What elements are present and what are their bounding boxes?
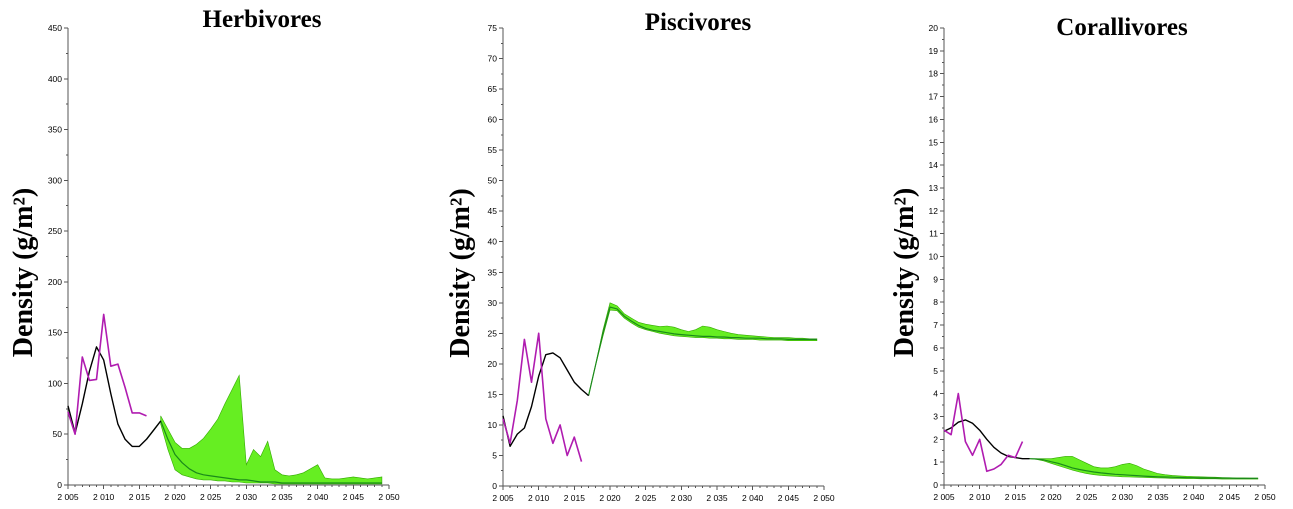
- y-tick-label: 45: [488, 206, 498, 216]
- y-tick-label: 300: [48, 175, 62, 185]
- x-tick-label: 2 050: [1254, 492, 1276, 502]
- y-tick-label: 35: [488, 267, 498, 277]
- x-tick-label: 2 010: [93, 492, 115, 502]
- y-tick-label: 16: [929, 114, 939, 124]
- model-fit-line: [502, 352, 590, 447]
- x-tick-label: 2 015: [1005, 492, 1027, 502]
- x-tick-label: 2 005: [57, 492, 79, 502]
- y-tick-label: 250: [48, 226, 62, 236]
- y-axis-label: Density (g/m²): [445, 188, 476, 357]
- y-tick-label: 60: [488, 115, 498, 125]
- y-tick-label: 25: [488, 328, 498, 338]
- x-tick-label: 2 025: [200, 492, 222, 502]
- y-tick-label: 200: [48, 277, 62, 287]
- y-tick-label: 30: [488, 298, 498, 308]
- y-tick-label: 10: [488, 420, 498, 430]
- x-tick-label: 2 020: [1040, 492, 1062, 502]
- x-tick-label: 2 035: [706, 493, 728, 503]
- projection-median-line: [146, 420, 382, 484]
- x-tick-label: 2 050: [813, 493, 835, 503]
- y-tick-label: 450: [48, 23, 62, 33]
- x-tick-label: 2 035: [1147, 492, 1169, 502]
- y-tick-label: 15: [929, 137, 939, 147]
- y-tick-label: 20: [929, 23, 939, 33]
- y-tick-label: 150: [48, 328, 62, 338]
- x-tick-label: 2 010: [528, 493, 550, 503]
- y-tick-label: 50: [488, 176, 498, 186]
- y-tick-label: 50: [53, 429, 63, 439]
- projection-median-line: [1029, 458, 1258, 479]
- y-axis-label: Density (g/m²): [889, 188, 920, 357]
- projection-median-line: [588, 306, 817, 396]
- x-tick-label: 2 045: [343, 492, 365, 502]
- model-fit-line: [67, 346, 162, 448]
- y-tick-label: 100: [48, 378, 62, 388]
- observed-line: [502, 332, 583, 462]
- y-tick-label: 6: [933, 343, 938, 353]
- y-tick-label: 14: [929, 160, 939, 170]
- x-tick-label: 2 015: [129, 492, 151, 502]
- y-tick-label: 3: [933, 411, 938, 421]
- x-tick-label: 2 030: [671, 493, 693, 503]
- x-tick-label: 2 035: [271, 492, 293, 502]
- x-tick-label: 2 040: [1183, 492, 1205, 502]
- y-tick-label: 12: [929, 206, 939, 216]
- y-tick-label: 65: [488, 84, 498, 94]
- y-tick-label: 5: [933, 366, 938, 376]
- x-tick-label: 2 010: [969, 492, 991, 502]
- y-tick-label: 9: [933, 274, 938, 284]
- y-tick-label: 17: [929, 92, 939, 102]
- x-tick-label: 2 045: [778, 493, 800, 503]
- y-tick-label: 0: [933, 480, 938, 490]
- x-tick-label: 2 005: [492, 493, 514, 503]
- y-tick-label: 19: [929, 46, 939, 56]
- y-tick-label: 2: [933, 434, 938, 444]
- chart-title: Piscivores: [645, 9, 752, 36]
- y-tick-label: 10: [929, 252, 939, 262]
- y-tick-label: 1: [933, 457, 938, 467]
- chart-title: Herbivores: [203, 6, 322, 33]
- panel-piscivores: Piscivores Density (g/m²) 0 5 10 15 20 25 30 35 40…: [445, 9, 835, 503]
- y-axis-label: Density (g/m²): [8, 188, 39, 357]
- y-tick-label: 70: [488, 54, 498, 64]
- y-tick-label: 55: [488, 145, 498, 155]
- x-tick-label: 2 040: [307, 492, 329, 502]
- x-tick-label: 2 025: [1076, 492, 1098, 502]
- x-tick-label: 2 015: [564, 493, 586, 503]
- observed-line: [67, 313, 147, 436]
- x-tick-label: 2 025: [635, 493, 657, 503]
- y-tick-label: 7: [933, 320, 938, 330]
- y-tick-label: 13: [929, 183, 939, 193]
- projection-band: [160, 374, 383, 485]
- x-tick-label: 2 020: [599, 493, 621, 503]
- observed-line: [943, 392, 1024, 473]
- y-tick-label: 0: [492, 481, 497, 491]
- y-tick-label: 400: [48, 74, 62, 84]
- x-tick-label: 2 045: [1219, 492, 1241, 502]
- y-tick-label: 350: [48, 125, 62, 135]
- projection-band: [588, 302, 818, 396]
- y-tick-label: 4: [933, 389, 938, 399]
- x-tick-label: 2 040: [742, 493, 764, 503]
- x-tick-label: 2 030: [1112, 492, 1134, 502]
- y-tick-label: 8: [933, 297, 938, 307]
- y-tick-label: 5: [492, 450, 497, 460]
- y-tick-label: 15: [488, 389, 498, 399]
- y-tick-label: 20: [488, 359, 498, 369]
- x-tick-label: 2 020: [164, 492, 186, 502]
- chart-title: Corallivores: [1056, 14, 1188, 41]
- x-tick-label: 2 005: [933, 492, 955, 502]
- y-tick-label: 0: [57, 480, 62, 490]
- y-tick-label: 18: [929, 69, 939, 79]
- panel-herbivores: Herbivores Density (g/m²) 0 50 100 150 200 250 3…: [8, 6, 400, 502]
- y-tick-label: 11: [929, 229, 938, 239]
- y-tick-label: 40: [488, 237, 498, 247]
- x-tick-label: 2 030: [236, 492, 258, 502]
- y-tick-label: 75: [488, 23, 498, 33]
- x-tick-label: 2 050: [378, 492, 400, 502]
